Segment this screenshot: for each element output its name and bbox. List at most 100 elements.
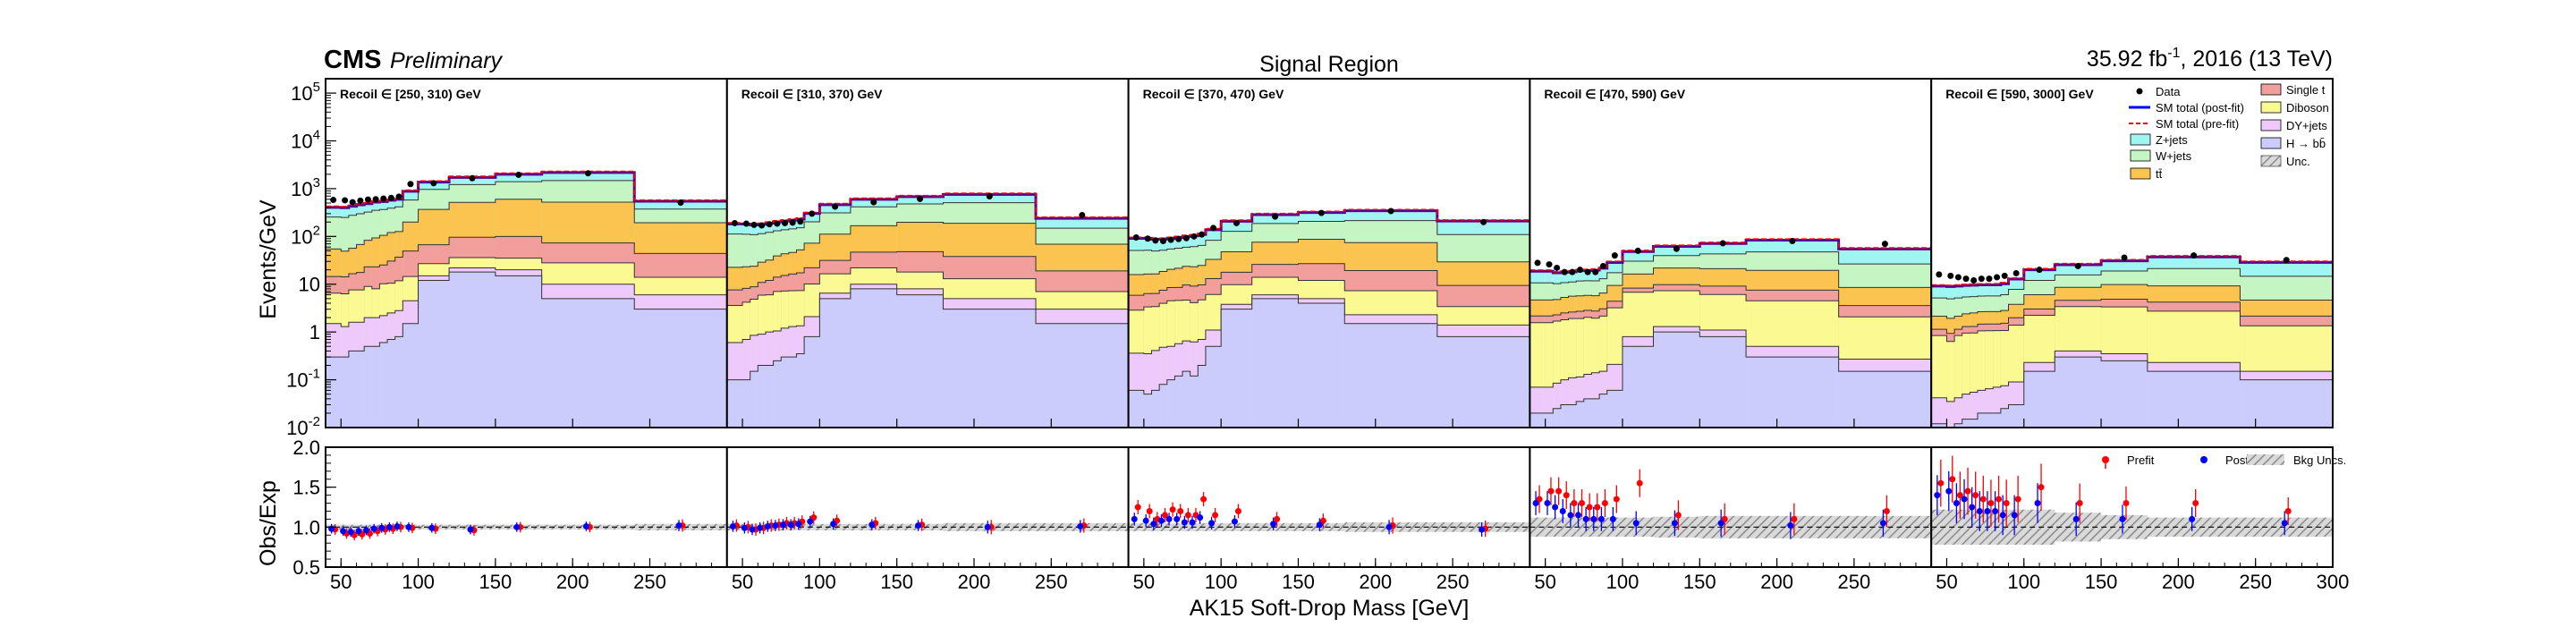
wjets-outline [1530,251,1932,284]
x-tick-label: 100 [2007,571,2040,593]
hbb-bar [1151,390,1160,428]
hbb-bar [1545,412,1554,428]
x-tick-label: 150 [479,571,513,593]
postfit-point [1385,523,1393,530]
dyjets-bar [1970,392,1978,428]
data-point [584,170,591,177]
hbb-bar [1970,419,1978,428]
ttbar-outline [326,199,727,252]
hbb-bar [896,294,944,428]
hbb-bar [1993,412,2001,428]
diboson-bar [1576,318,1584,428]
legend-ttbar: tt̄ [2130,167,2163,181]
postfit-point [772,522,779,530]
hbb-bar [379,343,388,428]
hbb-bar [1174,376,1183,428]
y-tick-label-top: 10 [299,274,320,296]
dyjets-bar [1151,350,1160,428]
hbb-bar [1128,390,1144,428]
data-point [515,171,522,178]
hbb-bar [1931,423,1947,428]
x-tick-label: 250 [1035,571,1068,593]
hbb-bar [2000,408,2009,428]
hbb-bar [1190,376,1199,428]
hbb-bar [2240,379,2333,428]
hbb-bar [449,272,496,428]
data-point [1159,238,1166,245]
dyjets-outline [326,267,727,327]
diboson-bar [1946,341,1955,428]
singlet-outline [726,250,1129,291]
x-tick-label: 150 [2085,571,2118,593]
hbb-bar [1182,371,1191,428]
hbb-bar [1553,408,1561,428]
stacked-panels: Recoil ∈ [250, 310) GeV Recoil ∈ [310, 37… [325,78,2334,428]
data-point [809,210,816,217]
ratio-panel-4 [1529,446,1933,568]
hbb-bar [1576,401,1584,428]
ratio-background [326,447,727,567]
hbb-bar [418,280,450,428]
dyjets-outline [1128,294,1530,355]
postfit-point [1575,512,1581,519]
hbb-bar [402,323,419,428]
postfit-point [1999,512,2006,519]
x-tick-label: 200 [1359,571,1392,593]
postfit-point [370,525,377,532]
sm-total-prefit-line [1530,238,1932,273]
data-point [330,197,337,204]
dyjets-outline [1530,326,1932,388]
x-tick-label: 200 [958,571,991,593]
unc-band [1128,522,1144,531]
ttbar-outline [1128,239,1530,275]
diboson-bar [1553,321,1561,428]
data-point [1182,234,1190,242]
diboson-bar [1993,330,2001,428]
x-tick-label: 150 [880,571,913,593]
legend-label-diboson: Diboson [2286,101,2329,114]
prefit-point [1791,515,1798,522]
postfit-point [807,518,814,525]
x-tick-label: 250 [633,571,666,593]
ratio-background [726,447,1129,567]
postfit-point [1174,515,1181,522]
ttbar-outline [1530,267,1932,301]
data-point [1167,236,1174,243]
y-tick-label-ratio: 0.5 [292,556,320,579]
hbb-bar [773,360,782,428]
legend-unc: Unc. [2260,155,2310,168]
prefit-point [1212,512,1219,519]
prefit-point [1613,496,1620,503]
data-point [380,195,387,202]
unc-band [1530,517,1546,538]
preliminary-label: Preliminary [390,48,504,73]
hbb-bar [326,357,342,428]
data-point [1962,275,1970,283]
postfit-point [1532,500,1539,507]
unc-band [1931,509,1947,545]
unc-band [1962,509,1970,545]
legend-label-unc: Unc. [2286,155,2310,168]
data-point [774,220,781,227]
postfit-point [1270,521,1277,528]
data-point [1881,241,1888,248]
x-tick-label: 50 [732,571,753,593]
prefit-point [1949,476,1956,483]
postfit-point [1632,520,1640,527]
diboson-bar [1568,318,1577,428]
prefit-point [1586,504,1593,511]
y-tick-label-top: 105 [291,80,320,105]
x-tick-label: 150 [1282,571,1315,593]
sm-total-postfit-line [1530,239,1932,275]
unc-band [1174,522,1183,531]
postfit-point [1590,515,1597,522]
data-point [1144,235,1151,242]
postfit-point [729,522,736,530]
x-tick-label: 50 [330,571,352,593]
hbb-bar [1699,336,1747,428]
hbb-bar [371,346,380,428]
data-point [2121,254,2128,261]
x-tick-label: 250 [2239,571,2272,593]
postfit-point [378,524,386,531]
data-point [1599,262,1606,269]
